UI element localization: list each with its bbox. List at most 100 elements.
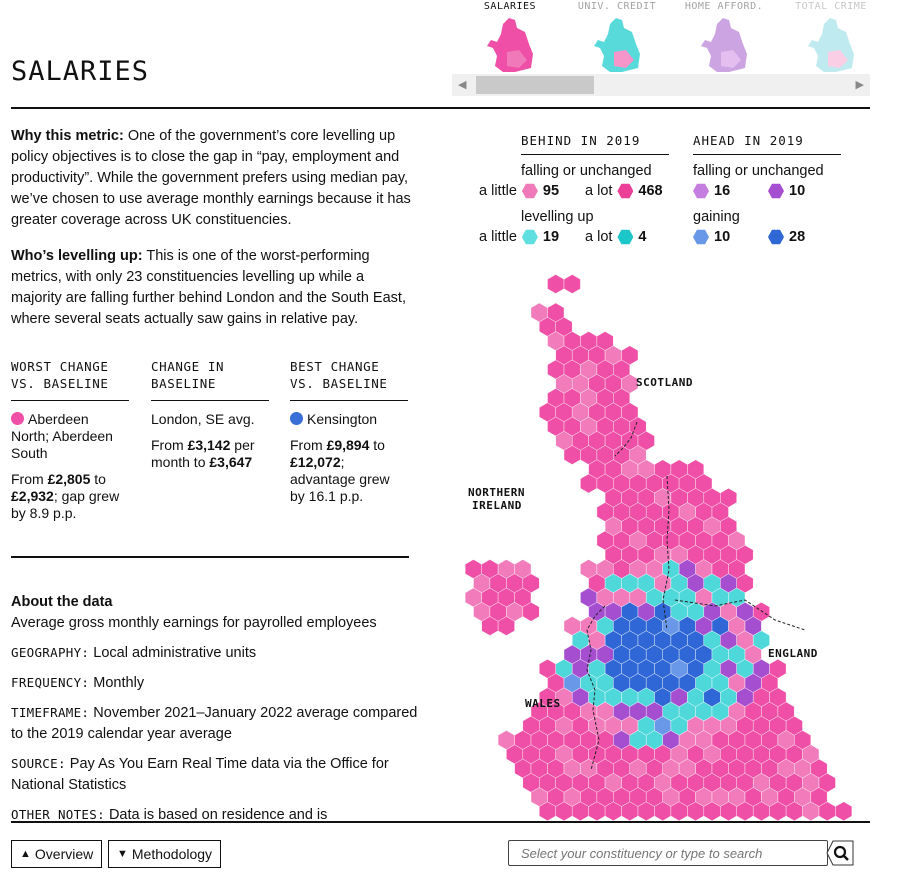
ahead-gaining-label: gaining xyxy=(693,209,740,225)
worst-change-heading: WORST CHANGE VS. BASELINE xyxy=(11,358,129,401)
metric-carousel: SALARIES UNIV. CREDIT HOME AFFORD. TOTAL CR… xyxy=(452,0,870,100)
pink-dot-icon xyxy=(11,412,24,425)
worst-tail-text: ; gap grew by 8.9 p.p. xyxy=(11,488,120,521)
map-label-wales: WALES xyxy=(525,697,561,710)
about-description: Average gross monthly earnings for payro… xyxy=(11,615,377,631)
page-title: SALARIES xyxy=(11,56,150,87)
legend-item: a lot 4 xyxy=(585,229,647,245)
search-input[interactable] xyxy=(519,841,823,865)
worst-change-name: Aberdeen North; Aberdeen South xyxy=(11,411,113,461)
constituency-search[interactable] xyxy=(508,840,828,866)
why-paragraph: Why this metric: One of the government’s… xyxy=(11,126,411,231)
why-label: Why this metric: xyxy=(11,128,124,144)
behind-heading: BEHIND IN 2019 xyxy=(521,133,669,155)
legend-item: a little 19 xyxy=(479,229,559,245)
footer-divider xyxy=(11,821,870,823)
ahead-heading: AHEAD IN 2019 xyxy=(693,133,841,155)
best-change-name: Kensington xyxy=(307,411,378,427)
why-text: One of the government’s core levelling u… xyxy=(11,128,411,228)
map-label-scotland: SCOTLAND xyxy=(636,376,693,389)
metric-tab-label: UNIV. CREDIT xyxy=(577,1,657,12)
legend-count: 10 xyxy=(789,183,806,199)
metric-tab[interactable]: SALARIES xyxy=(460,0,560,76)
behind-falling-label: falling or unchanged xyxy=(521,163,652,179)
constituency-hex[interactable] xyxy=(547,274,565,294)
stats-divider xyxy=(11,556,409,558)
baseline-change-column: CHANGE IN BASELINE London, SE avg. From … xyxy=(151,358,269,480)
scrollbar-thumb[interactable] xyxy=(476,76,594,94)
about-section: About the data Average gross monthly ear… xyxy=(11,592,421,826)
baseline-change-name: London, SE avg. xyxy=(151,411,255,427)
mini-map-icon xyxy=(594,18,640,72)
worst-from-value: £2,805 xyxy=(47,471,91,487)
region-border xyxy=(614,421,638,457)
constituency-hex[interactable] xyxy=(522,602,540,622)
who-label: Who’s levelling up: xyxy=(11,248,143,264)
metric-tab[interactable]: TOTAL CRIME xyxy=(781,0,870,76)
baseline-mid-text: per month to xyxy=(151,437,255,470)
metric-tab[interactable]: HOME AFFORD. xyxy=(674,0,774,76)
hexagon-icon xyxy=(768,229,784,245)
legend-count: 468 xyxy=(638,183,663,199)
region-border xyxy=(586,605,606,771)
best-change-column: BEST CHANGE VS. BASELINE Kensington From… xyxy=(290,358,408,514)
about-row-value: November 2021–January 2022 average compa… xyxy=(11,705,418,742)
about-row-value: Local administrative units xyxy=(89,645,257,661)
hexagon-icon xyxy=(521,229,538,245)
scroll-left-icon[interactable]: ◀ xyxy=(458,79,467,91)
baseline-from-value: £3,142 xyxy=(187,437,231,453)
scroll-right-icon[interactable]: ▶ xyxy=(855,79,864,91)
about-heading: About the data xyxy=(11,594,113,610)
about-row-key: FREQUENCY: xyxy=(11,675,90,690)
constituency-hex[interactable] xyxy=(563,274,581,294)
baseline-change-heading: CHANGE IN BASELINE xyxy=(151,358,269,401)
who-paragraph: Who’s levelling up: This is one of the w… xyxy=(11,246,411,330)
metric-tab-label: SALARIES xyxy=(483,1,537,12)
methodology-button[interactable]: ▼ Methodology xyxy=(108,840,222,868)
hexagon-icon xyxy=(617,183,634,199)
best-from-text: From xyxy=(290,437,327,453)
legend-count: 19 xyxy=(542,229,560,245)
legend-count: 95 xyxy=(542,183,560,199)
about-row: TIMEFRAME: November 2021–January 2022 av… xyxy=(11,702,421,745)
about-row-key: GEOGRAPHY: xyxy=(11,645,90,660)
region-border xyxy=(674,599,806,631)
overview-button[interactable]: ▲ Overview xyxy=(11,840,103,868)
legend-item: 10 xyxy=(768,183,805,199)
legend-count: 4 xyxy=(638,229,647,245)
legend-item-label: a lot xyxy=(585,183,613,199)
worst-from-text: From xyxy=(11,471,48,487)
legend-count: 16 xyxy=(714,183,731,199)
behind-levelling-label: levelling up xyxy=(521,209,594,225)
map-label-northern-ireland-2: IRELAND xyxy=(472,499,522,512)
best-tail-text: ; advantage grew by 16.1 p.p. xyxy=(290,454,390,504)
worst-change-column: WORST CHANGE VS. BASELINE Aberdeen North… xyxy=(11,358,129,531)
about-row-key: TIMEFRAME: xyxy=(11,705,90,720)
search-icon[interactable] xyxy=(826,840,854,866)
constituency-hex[interactable] xyxy=(835,801,853,822)
carousel-scrollbar[interactable]: ◀ ▶ xyxy=(452,74,870,96)
worst-to-value: £2,932 xyxy=(11,488,54,504)
constituency-hex[interactable] xyxy=(497,616,515,636)
legend-item: a lot 468 xyxy=(585,183,663,199)
about-row-value: Monthly xyxy=(89,675,145,691)
legend-count: 28 xyxy=(789,229,806,245)
about-row-key: OTHER NOTES: xyxy=(11,807,105,822)
best-change-heading: BEST CHANGE VS. BASELINE xyxy=(290,358,408,401)
hex-map[interactable] xyxy=(455,270,865,822)
ahead-falling-label: falling or unchanged xyxy=(693,163,824,179)
overview-label: Overview xyxy=(34,846,94,862)
hexagon-icon xyxy=(768,183,784,199)
methodology-label: Methodology xyxy=(131,846,213,862)
triangle-up-icon: ▲ xyxy=(20,848,31,860)
legend-item-label: a little xyxy=(479,183,517,199)
map-label-england: ENGLAND xyxy=(768,647,818,660)
about-row: FREQUENCY: Monthly xyxy=(11,672,421,694)
metric-tab[interactable]: UNIV. CREDIT xyxy=(567,0,667,76)
hexagon-icon xyxy=(693,229,709,245)
legend-item: a little 95 xyxy=(479,183,559,199)
baseline-from-text: From xyxy=(151,437,188,453)
legend-item: 28 xyxy=(768,229,805,245)
hexagon-icon xyxy=(693,183,709,199)
best-from-value: £9,894 xyxy=(326,437,370,453)
